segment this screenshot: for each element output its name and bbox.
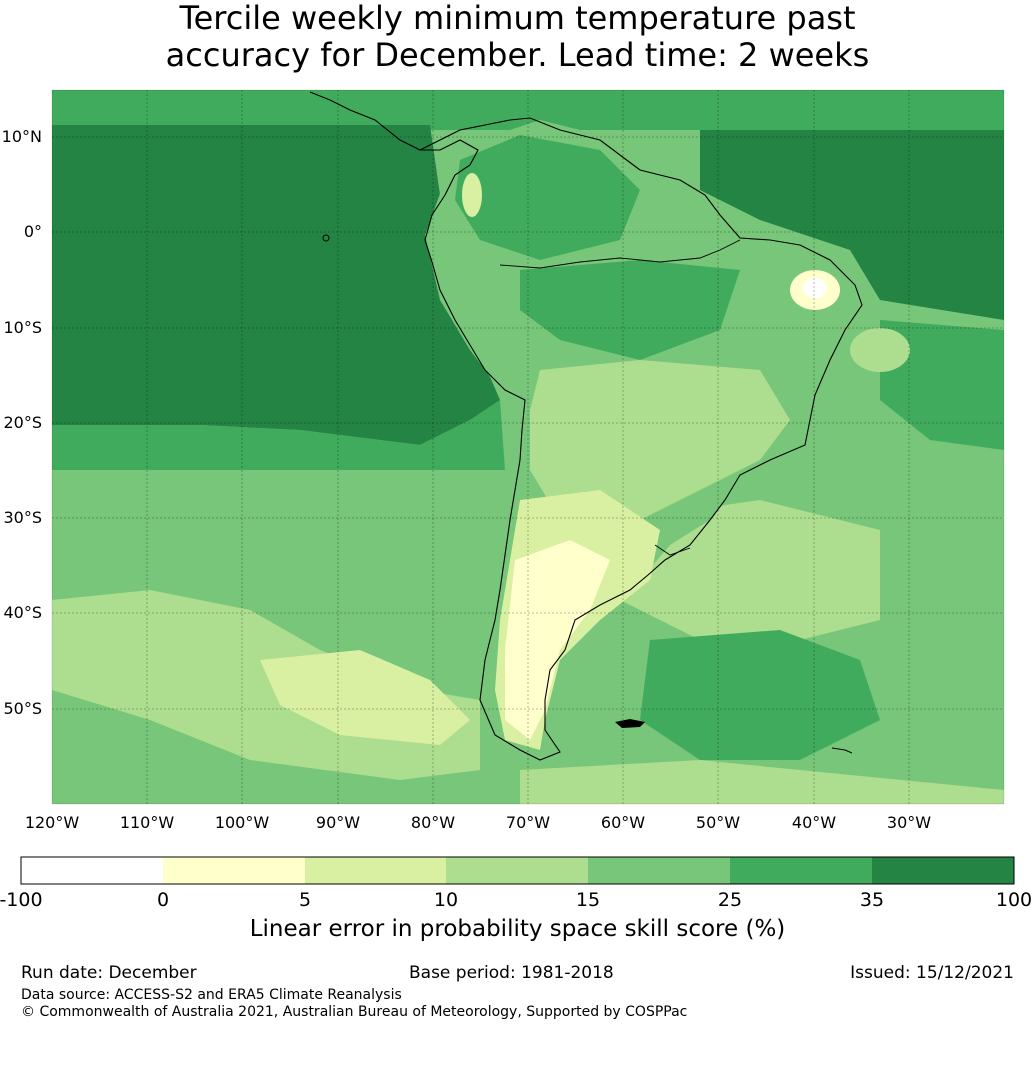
field-band-dark-pacific <box>52 125 500 445</box>
lat-label: 0° <box>24 222 42 241</box>
continent-field-patagonia <box>505 540 610 740</box>
map-frame <box>51 89 1005 805</box>
field-band-pacific-mid <box>52 400 505 470</box>
colorbar-segment <box>446 857 588 884</box>
colorbar-tick: 0 <box>157 889 169 910</box>
field-band-atlantic-east <box>880 320 1004 450</box>
field-band <box>52 90 1004 130</box>
base-period: Base period: 1981-2018 <box>409 963 614 983</box>
colorbar-outline <box>20 856 1015 885</box>
colorbar-ticks: -100 0 5 10 15 25 35 100 <box>0 889 1032 910</box>
field-band-atlantic-north <box>700 130 1004 320</box>
title-line-1: Tercile weekly minimum temperature past <box>179 0 856 37</box>
coastline-south-georgia <box>831 747 853 754</box>
skill-score-map: 10°N 0° 10°S 20°S 30°S 40°S 50°S 120°W 1… <box>0 89 1032 910</box>
coastline-rio-plata <box>654 544 691 556</box>
colorbar-tick: 5 <box>299 889 311 910</box>
coastline-amazon-river <box>499 239 741 269</box>
colorbar-segment <box>21 857 163 884</box>
lat-label: 50°S <box>3 699 42 718</box>
colorbar-segment <box>588 857 730 884</box>
lon-label: 80°W <box>411 813 455 832</box>
lat-label: 20°S <box>3 413 42 432</box>
lat-axis: 10°N 0° 10°S 20°S 30°S 40°S 50°S <box>2 127 42 718</box>
lat-label: 10°S <box>3 318 42 337</box>
lon-label: 60°W <box>601 813 645 832</box>
lon-label: 120°W <box>25 813 80 832</box>
lat-label: 40°S <box>3 603 42 622</box>
lon-label: 50°W <box>696 813 740 832</box>
colorbar-tick: 35 <box>860 889 884 910</box>
title-line-2: accuracy for December. Lead time: 2 week… <box>165 36 870 74</box>
lon-label: 100°W <box>215 813 270 832</box>
continent-field-atlantic-light <box>850 328 910 372</box>
field-band-pacific-lighter <box>260 650 470 745</box>
colorbar-segment <box>872 857 1014 884</box>
map-field <box>52 90 1004 804</box>
lon-label: 30°W <box>887 813 931 832</box>
field-band-atlantic-south-dark <box>640 630 880 760</box>
colorbar-segment <box>163 857 305 884</box>
colorbar-tick: 10 <box>434 889 458 910</box>
colorbar-label: Linear error in probability space skill … <box>249 916 786 942</box>
colorbar-segment <box>305 857 446 884</box>
colorbar-tick: -100 <box>0 889 43 910</box>
colorbar-tick: 25 <box>718 889 742 910</box>
coastline-galapagos <box>322 234 330 242</box>
lat-label: 30°S <box>3 508 42 527</box>
colorbar-tick: 15 <box>576 889 600 910</box>
graticule <box>52 90 1004 804</box>
coastline-south-america <box>309 91 863 761</box>
issued-date: Issued: 15/12/2021 <box>850 963 1014 983</box>
lat-label: 10°N <box>2 127 42 146</box>
lon-label: 110°W <box>120 813 175 832</box>
map-title: Tercile weekly minimum temperature past … <box>0 0 1035 74</box>
coastline-falklands <box>615 719 645 728</box>
continent-field-amazon <box>520 260 740 360</box>
continent-field-north <box>455 135 640 260</box>
colorbar <box>20 856 1015 885</box>
copyright: © Commonwealth of Australia 2021, Austra… <box>21 1004 688 1020</box>
run-date: Run date: December <box>21 963 197 983</box>
lon-label: 70°W <box>506 813 550 832</box>
lon-axis: 120°W 110°W 100°W 90°W 80°W 70°W 60°W 50… <box>25 813 931 832</box>
data-source: Data source: ACCESS-S2 and ERA5 Climate … <box>21 987 402 1003</box>
lon-label: 90°W <box>316 813 360 832</box>
continent-field-ne-brazil-core <box>803 278 827 298</box>
continent-field-central <box>530 360 790 520</box>
continent-field-andes-highlight <box>462 173 482 217</box>
colorbar-segment <box>730 857 872 884</box>
lon-label: 40°W <box>792 813 836 832</box>
field-band-far-south <box>520 760 1004 804</box>
colorbar-tick: 100 <box>996 889 1032 910</box>
